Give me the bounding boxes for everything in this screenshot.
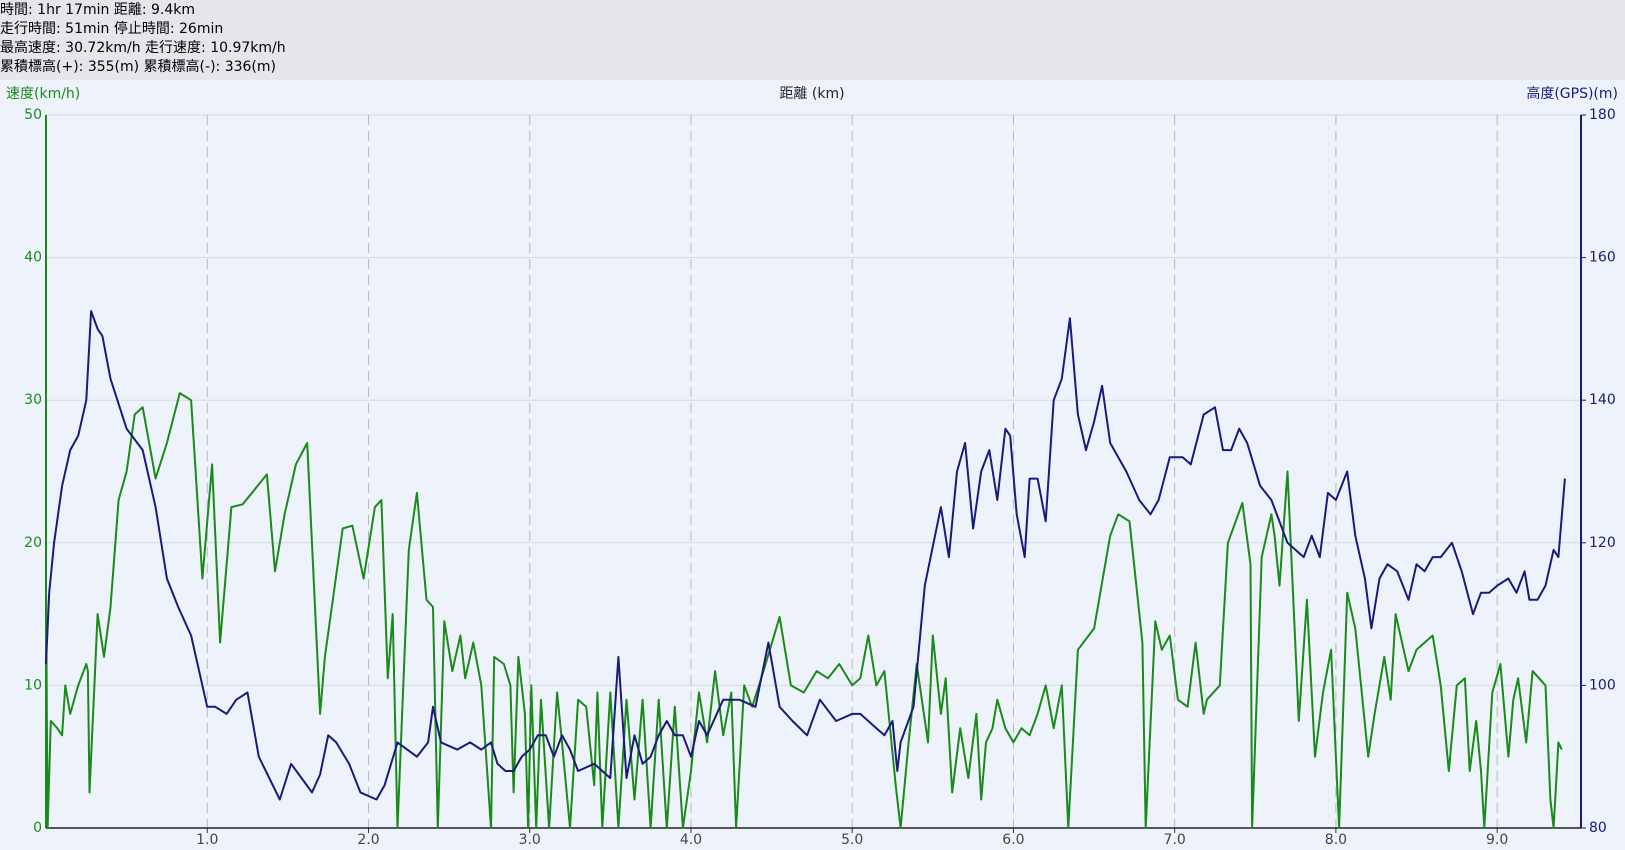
y-tick-label: 50 <box>24 107 42 123</box>
header-line: 累積標高(+): 355(m) 累積標高(-): 336(m) <box>0 58 276 75</box>
header-bg <box>0 0 1625 80</box>
x-tick-label: 7.0 <box>1164 832 1186 848</box>
x-tick-label: 3.0 <box>519 832 541 848</box>
series-line <box>45 310 1566 801</box>
header-line: 走行時間: 51min 停止時間: 26min <box>0 20 223 37</box>
plot-bg <box>0 80 1625 850</box>
x-tick-label: 1.0 <box>196 832 218 848</box>
y-axis-label: 速度(km/h) <box>6 86 80 102</box>
y2-tick-label: 120 <box>1589 535 1616 551</box>
x-tick-label: 6.0 <box>1002 832 1024 848</box>
x-axis-label: 距離 (km) <box>779 85 844 102</box>
header-line: 最高速度: 30.72km/h 走行速度: 10.97km/h <box>0 39 286 56</box>
y2-axis-label: 高度(GPS)(m) <box>1526 85 1618 102</box>
y-tick-label: 0 <box>33 820 42 836</box>
series-line <box>45 392 1563 829</box>
y-tick-label: 30 <box>24 392 42 408</box>
y-tick-label: 10 <box>24 677 42 693</box>
x-tick-label: 9.0 <box>1486 832 1508 848</box>
x-tick-label: 8.0 <box>1325 832 1347 848</box>
y2-tick-label: 80 <box>1589 820 1607 836</box>
x-tick-label: 4.0 <box>680 832 702 848</box>
y2-tick-label: 100 <box>1589 677 1616 693</box>
y2-tick-label: 160 <box>1589 250 1616 266</box>
y2-tick-label: 180 <box>1589 107 1616 123</box>
x-tick-label: 5.0 <box>841 832 863 848</box>
y-tick-label: 20 <box>24 535 42 551</box>
y2-tick-label: 140 <box>1589 392 1616 408</box>
x-tick-label: 2.0 <box>357 832 379 848</box>
header-line: 時間: 1hr 17min 距離: 9.4km <box>0 1 195 18</box>
y-tick-label: 40 <box>24 250 42 266</box>
